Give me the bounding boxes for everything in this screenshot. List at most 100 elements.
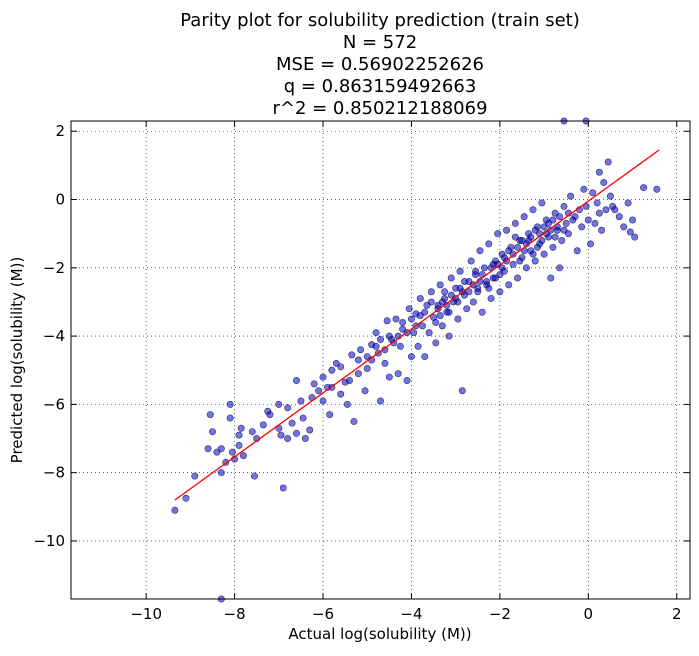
data-point xyxy=(494,230,502,238)
data-point xyxy=(421,308,429,316)
data-point xyxy=(447,274,455,282)
data-point xyxy=(472,267,480,275)
data-point xyxy=(376,336,384,344)
data-point xyxy=(403,376,411,384)
chart-title: Parity plot for solubility prediction (t… xyxy=(180,10,579,119)
data-point xyxy=(436,312,444,320)
data-point xyxy=(467,257,475,265)
title-line-3: MSE = 0.56902252626 xyxy=(276,54,484,75)
data-point xyxy=(624,199,632,207)
data-point xyxy=(275,400,283,408)
data-point xyxy=(595,209,603,217)
data-point xyxy=(567,192,575,200)
data-point xyxy=(602,206,610,214)
x-tick-label: −10 xyxy=(130,605,162,623)
data-point xyxy=(469,298,477,306)
grid xyxy=(71,121,690,599)
data-point xyxy=(354,356,362,364)
title-line-5: r^2 = 0.850212188069 xyxy=(272,98,487,119)
data-point xyxy=(407,315,415,323)
data-point xyxy=(560,226,568,234)
title-line-1: Parity plot for solubility prediction (t… xyxy=(180,10,579,31)
data-point xyxy=(509,250,517,258)
data-point xyxy=(629,216,637,224)
data-point xyxy=(533,243,541,251)
data-point xyxy=(292,376,300,384)
data-point xyxy=(217,469,225,477)
data-point xyxy=(279,484,287,492)
data-point xyxy=(346,376,354,384)
data-point xyxy=(396,342,404,350)
data-point xyxy=(522,264,530,272)
data-point xyxy=(589,189,597,197)
x-tick-label: −2 xyxy=(489,605,511,623)
data-point xyxy=(620,223,628,231)
data-point xyxy=(235,441,243,449)
data-point xyxy=(626,228,634,236)
data-point xyxy=(631,233,639,241)
data-point xyxy=(511,219,519,227)
data-point xyxy=(394,370,402,378)
data-point xyxy=(520,213,528,221)
data-point xyxy=(319,397,327,405)
data-point xyxy=(372,342,380,350)
data-point xyxy=(540,250,548,258)
data-point xyxy=(509,260,517,268)
data-point xyxy=(483,277,491,285)
data-point xyxy=(410,329,418,337)
data-point xyxy=(578,223,586,231)
data-point xyxy=(498,264,506,272)
data-point xyxy=(595,168,603,176)
y-tick-label: −10 xyxy=(33,532,65,550)
data-point xyxy=(182,494,190,502)
data-point xyxy=(226,400,234,408)
data-point xyxy=(206,411,214,419)
data-point xyxy=(248,428,256,436)
data-point xyxy=(363,365,371,373)
data-point xyxy=(419,322,427,330)
data-point xyxy=(547,274,555,282)
data-point xyxy=(587,240,595,248)
x-tick-label: −8 xyxy=(224,605,246,623)
axis-ticks: −10 −8 −6 −4 −2 0 2 −10 −8 −6 −4 −2 0 2 xyxy=(33,121,690,623)
data-point xyxy=(503,226,511,234)
scatter-points xyxy=(171,117,661,603)
y-tick-label: −8 xyxy=(43,464,65,482)
x-tick-label: −6 xyxy=(312,605,334,623)
data-point xyxy=(250,472,258,480)
data-point xyxy=(376,397,384,405)
data-point xyxy=(191,472,199,480)
data-point xyxy=(549,243,557,251)
data-point xyxy=(560,202,568,210)
y-tick-label: −2 xyxy=(43,259,65,277)
data-point xyxy=(531,257,539,265)
title-line-2: N = 572 xyxy=(343,32,417,53)
data-point xyxy=(529,206,537,214)
data-point xyxy=(337,390,345,398)
data-point xyxy=(556,264,564,272)
data-point xyxy=(445,332,453,340)
data-point xyxy=(381,359,389,367)
plot-frame xyxy=(70,120,691,600)
data-point xyxy=(350,417,358,425)
x-axis-label: Actual log(solubility (M)) xyxy=(288,625,471,643)
data-point xyxy=(538,199,546,207)
data-point xyxy=(591,219,599,227)
data-point xyxy=(297,397,305,405)
data-point xyxy=(549,216,557,224)
data-point xyxy=(259,421,267,429)
data-point xyxy=(538,237,546,245)
data-point xyxy=(284,404,292,412)
data-point xyxy=(299,414,307,422)
data-point xyxy=(228,448,236,456)
data-point xyxy=(514,243,522,251)
data-point xyxy=(474,284,482,292)
y-tick-label: 2 xyxy=(55,122,65,140)
data-point xyxy=(615,213,623,221)
data-point xyxy=(337,363,345,371)
data-point xyxy=(569,216,577,224)
data-point xyxy=(514,274,522,282)
y-tick-label: −4 xyxy=(43,327,65,345)
data-point xyxy=(611,206,619,214)
